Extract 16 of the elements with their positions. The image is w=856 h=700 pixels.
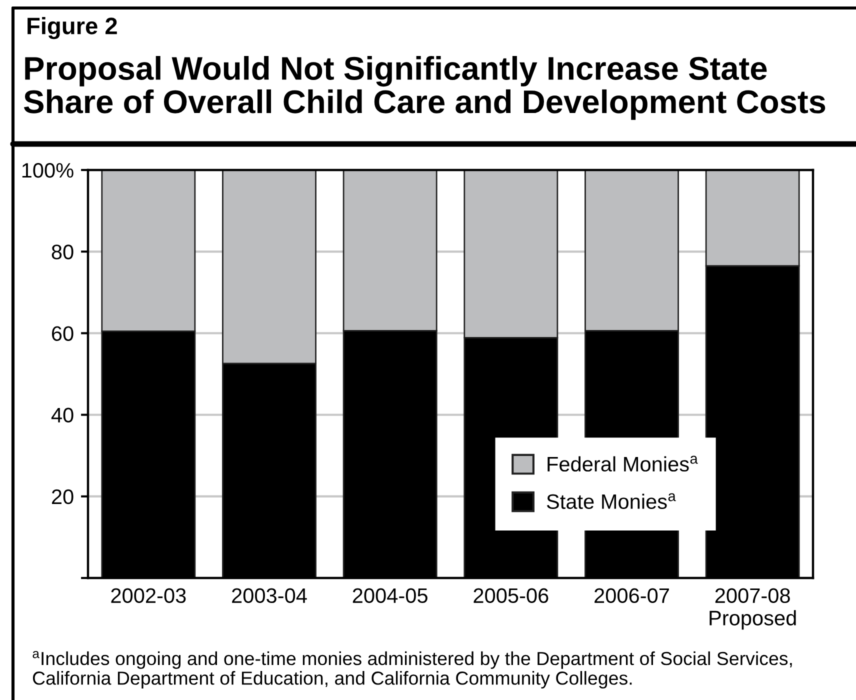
x-tick-label: 2002-03 xyxy=(111,588,186,604)
y-tick-label: 100% xyxy=(22,163,74,178)
x-tick-label: 2007-08 Proposed xyxy=(710,588,796,630)
y-tick-label: 80 xyxy=(52,244,74,260)
chart-subtitle: Figure 2 xyxy=(28,17,117,40)
legend-label: Federal Monies$^{a}$ xyxy=(548,456,698,472)
y-tick-label: 20 xyxy=(52,489,74,504)
x-tick-label: 2006-07 xyxy=(594,588,669,604)
chart-title: Proposal Would Not Significantly Increase State Share of Overall Child Care and Development Costs xyxy=(24,56,826,120)
x-tick-label: 2005-06 xyxy=(474,588,548,604)
y-tick-label: 40 xyxy=(51,408,74,423)
text: $^{a}$Includes ongoing and one-time monies administered by the Department of Social Services, California Department of Education, and California Community Colleges. xyxy=(32,651,792,689)
x-tick-label: 2003-04 xyxy=(232,588,307,604)
y-tick-label: 60 xyxy=(52,326,74,341)
x-tick-label: 2004-05 xyxy=(352,588,428,604)
legend-label: State Monies$^{a}$ xyxy=(546,493,676,509)
